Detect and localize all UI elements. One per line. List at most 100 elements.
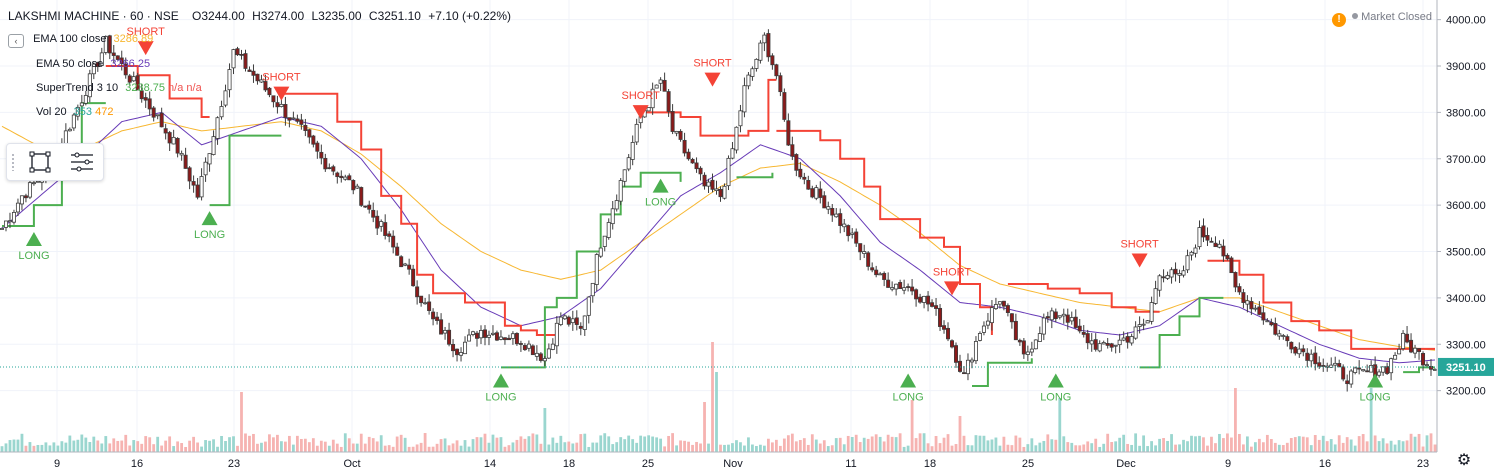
candle-down: [1105, 343, 1110, 346]
candle-up: [890, 287, 895, 290]
volume-bar: [1086, 441, 1090, 452]
candle-up: [997, 301, 1002, 305]
candle-up: [1033, 339, 1038, 350]
volume-bar: [1102, 443, 1106, 452]
volume-bar: [8, 440, 12, 452]
candle-down: [1125, 336, 1130, 343]
candle-up: [1425, 364, 1430, 367]
candle-up: [1433, 369, 1438, 371]
candle-down: [451, 343, 456, 352]
candle-up: [1265, 320, 1270, 323]
volume-bar: [1022, 446, 1026, 452]
volume-bar: [60, 441, 64, 452]
collapse-legend-icon[interactable]: ‹: [8, 34, 24, 48]
candle-down: [518, 343, 523, 345]
volume-bar: [212, 439, 215, 452]
volume-bar: [1369, 388, 1373, 452]
volume-bar: [1058, 398, 1062, 452]
volume-bar: [491, 434, 495, 452]
candle-down: [327, 167, 332, 170]
volume-bar: [918, 433, 922, 452]
time-axis-label: 18: [563, 458, 575, 470]
volume-bar: [1038, 442, 1042, 452]
candle-up: [1097, 343, 1102, 352]
volume-bar: [790, 433, 794, 452]
candle-down: [506, 337, 511, 341]
legend-ema50[interactable]: EMA 50 close 3266.25: [36, 58, 150, 70]
gear-icon[interactable]: ⚙: [1456, 452, 1472, 469]
volume-bar: [910, 400, 914, 452]
candle-up: [35, 180, 40, 183]
volume-bar: [707, 443, 710, 452]
long-signal-label: LONG: [194, 229, 225, 241]
candle-down: [782, 92, 787, 120]
volume-bar: [200, 446, 203, 452]
candle-down: [431, 311, 436, 320]
volume-bar: [176, 441, 180, 452]
candle-down: [898, 282, 903, 290]
volume-bar: [319, 440, 323, 452]
warning-icon[interactable]: !: [1332, 13, 1347, 27]
volume-bar: [1305, 437, 1309, 452]
volume-bar: [1054, 439, 1058, 452]
candle-up: [606, 222, 611, 238]
volume-bar: [511, 442, 515, 452]
candle-down: [283, 104, 288, 118]
symbol-title[interactable]: LAKSHMI MACHINE · 60 · NSE: [8, 9, 179, 23]
volume-bar: [483, 433, 487, 452]
candle-down: [678, 130, 683, 140]
volume-bar: [615, 442, 619, 452]
volume-bar: [180, 443, 184, 452]
candle-up: [1061, 313, 1066, 317]
candle-up: [15, 202, 20, 213]
candle-down: [1009, 313, 1014, 323]
candle-up: [762, 34, 767, 44]
candle-up: [467, 334, 472, 342]
supertrend-up-line: [209, 134, 282, 207]
volume-bar: [331, 439, 335, 452]
volume-bar: [80, 434, 84, 452]
volume-bar: [395, 436, 399, 452]
drawing-toolbox[interactable]: [6, 143, 104, 181]
legend-volume[interactable]: Vol 20 353 472: [36, 106, 113, 118]
volume-bar: [1046, 434, 1050, 452]
legend-supertrend[interactable]: SuperTrend 3 10 3238.75 n/a n/a: [36, 82, 202, 94]
candle-down: [926, 295, 931, 305]
volume-bar: [599, 435, 603, 452]
volume-bar: [1050, 439, 1054, 452]
volume-bar: [759, 444, 762, 452]
candle-up: [985, 320, 990, 326]
volume-bar: [391, 446, 395, 452]
volume-bar: [1289, 438, 1293, 452]
candle-down: [383, 222, 388, 236]
ohlc-close: C3251.10: [368, 9, 421, 23]
long-signal-label: LONG: [1040, 391, 1071, 403]
volume-bar: [643, 436, 647, 452]
volume-bar: [715, 372, 718, 452]
short-signal-label: SHORT: [693, 58, 732, 70]
candle-down: [1289, 341, 1294, 350]
long-arrow-icon: [201, 211, 218, 226]
time-axis-label: 23: [1417, 458, 1429, 470]
volume-bar: [0, 446, 4, 452]
volume-bar: [64, 442, 68, 452]
volume-bar: [703, 402, 706, 452]
select-rectangle-icon[interactable]: [27, 149, 53, 175]
candle-up: [1041, 317, 1046, 335]
drag-handle[interactable]: [11, 153, 15, 171]
candle-down: [159, 112, 164, 128]
volume-bar: [515, 439, 519, 452]
candle-up: [1157, 275, 1162, 291]
candle-down: [1161, 276, 1166, 279]
settings-list-icon[interactable]: [67, 149, 93, 175]
volume-bar: [1261, 442, 1265, 452]
market-status[interactable]: ! Market Closed: [1332, 11, 1432, 27]
legend-volume-label: Vol 20: [36, 106, 67, 118]
candle-up: [542, 358, 547, 362]
candle-down: [319, 151, 324, 159]
candle-down: [415, 286, 420, 298]
volume-bar: [276, 434, 279, 452]
legend-ema100[interactable]: ‹ EMA 100 close 3286.89: [8, 33, 153, 48]
candle-up: [71, 114, 76, 129]
